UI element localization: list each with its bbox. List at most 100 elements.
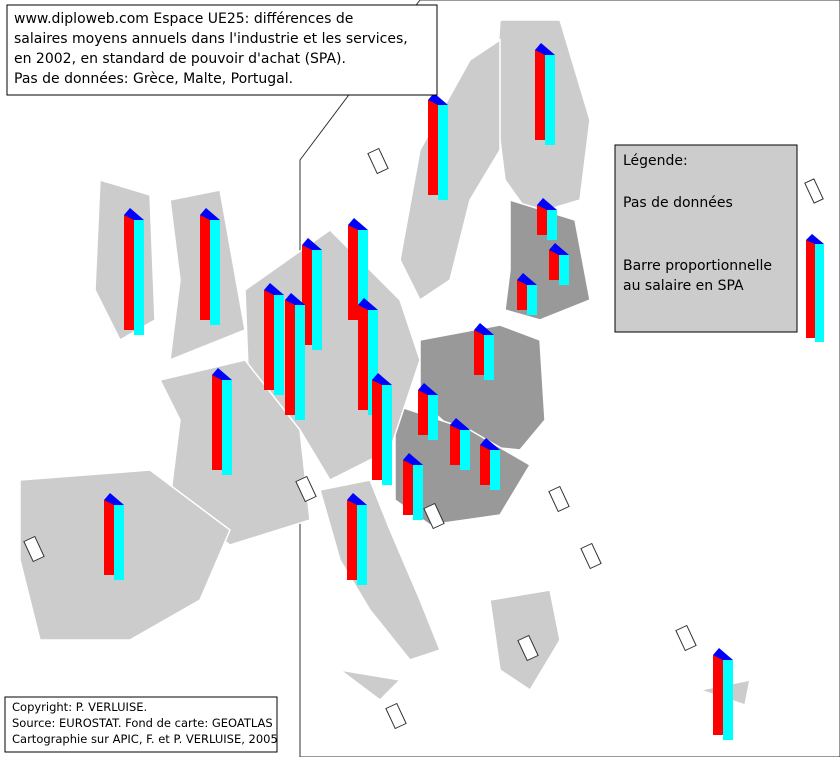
bar-top — [480, 438, 500, 450]
bar-top — [124, 208, 144, 220]
country — [339, 669, 402, 701]
bar-front — [264, 290, 274, 390]
bar-side — [357, 505, 367, 585]
bar-top — [347, 493, 367, 505]
bar-top — [403, 453, 423, 465]
bar-top — [285, 293, 305, 305]
bar-top — [200, 208, 220, 220]
bar — [212, 368, 232, 475]
bar — [372, 373, 392, 485]
title-box — [6, 4, 438, 96]
bar-side — [723, 660, 733, 740]
bar-top — [372, 373, 392, 385]
bar — [302, 238, 322, 350]
bar — [480, 438, 500, 490]
bar-side — [460, 430, 470, 470]
credits-box — [4, 696, 278, 753]
country — [158, 359, 311, 546]
bar-side — [295, 305, 305, 420]
no-data-mark — [548, 485, 570, 513]
bar — [264, 283, 284, 395]
bar — [549, 243, 569, 285]
no-data-mark — [367, 147, 389, 175]
bar — [474, 323, 494, 380]
bar-front — [428, 100, 438, 195]
bar-side — [484, 335, 494, 380]
bar-front — [403, 460, 413, 515]
no-data-mark — [675, 624, 697, 652]
bars — [104, 43, 733, 740]
bar-front — [347, 500, 357, 580]
bar-side — [358, 230, 368, 325]
bar-front — [480, 445, 490, 485]
bar-front — [537, 205, 547, 235]
legend-item: Barre proportionnelle au salaire en SPA — [623, 258, 772, 294]
bar — [537, 198, 557, 240]
bar-top — [212, 368, 232, 380]
credits: Copyright: P. VERLUISE. Source: EUROSTAT.… — [12, 700, 278, 746]
country — [19, 469, 231, 641]
bar-front — [358, 305, 368, 410]
bar — [713, 648, 733, 740]
bar-top — [418, 383, 438, 395]
legend-item: Pas de données — [623, 195, 733, 211]
bar-side — [545, 55, 555, 145]
bar-front — [124, 215, 134, 330]
bar-front — [348, 225, 358, 320]
bar — [104, 493, 124, 580]
bar-side — [114, 505, 124, 580]
bar-front — [212, 375, 222, 470]
bar-side — [312, 250, 322, 350]
bar-top — [264, 283, 284, 295]
bar-side — [527, 285, 537, 315]
bar — [124, 208, 144, 335]
bar-front — [535, 50, 545, 140]
bar — [450, 418, 470, 470]
bar — [535, 43, 555, 145]
bar-side — [490, 450, 500, 490]
no-data-mark — [385, 702, 407, 730]
legend-title: Légende: — [623, 153, 688, 169]
bar-top — [535, 43, 555, 55]
bar-side — [274, 295, 284, 395]
bar-side — [134, 220, 144, 335]
bar-front — [450, 425, 460, 465]
bar-top — [348, 218, 368, 230]
bar — [200, 208, 220, 325]
bar-top — [474, 323, 494, 335]
bar-side — [547, 210, 557, 240]
bar-front — [302, 245, 312, 345]
bar-side — [382, 385, 392, 485]
bar-top — [549, 243, 569, 255]
bar-front — [285, 300, 295, 415]
bar-side — [428, 395, 438, 440]
legend-box — [614, 144, 798, 333]
bar-side — [438, 105, 448, 200]
no-data-mark — [580, 542, 602, 570]
title-line: www.diploweb.com Espace UE25: différence… — [14, 11, 353, 27]
bar-side — [559, 255, 569, 285]
credit-line: Cartographie sur APIC, F. et P. VERLUISE… — [12, 732, 278, 746]
bar-front — [517, 280, 527, 310]
bar-top — [517, 273, 537, 285]
bar-side — [222, 380, 232, 475]
no-data-mark — [517, 634, 539, 662]
bar-side — [368, 310, 378, 415]
title-line: Pas de données: Grèce, Malte, Portugal. — [14, 71, 293, 87]
no-data-mark — [23, 535, 45, 563]
no-data-mark — [295, 475, 317, 503]
bar-top — [537, 198, 557, 210]
credit-line: Copyright: P. VERLUISE. — [12, 700, 147, 714]
bar-front — [418, 390, 428, 435]
bar-front — [104, 500, 114, 575]
title: www.diploweb.com Espace UE25: différence… — [14, 11, 408, 87]
bar — [428, 93, 448, 200]
bar-front — [372, 380, 382, 480]
bar — [418, 383, 438, 440]
legend-bar-icon — [806, 234, 824, 342]
bar-top — [450, 418, 470, 430]
credit-line: Source: EUROSTAT. Fond de carte: GEOATLA… — [12, 716, 273, 730]
bar-top — [713, 648, 733, 660]
bar — [403, 453, 423, 520]
